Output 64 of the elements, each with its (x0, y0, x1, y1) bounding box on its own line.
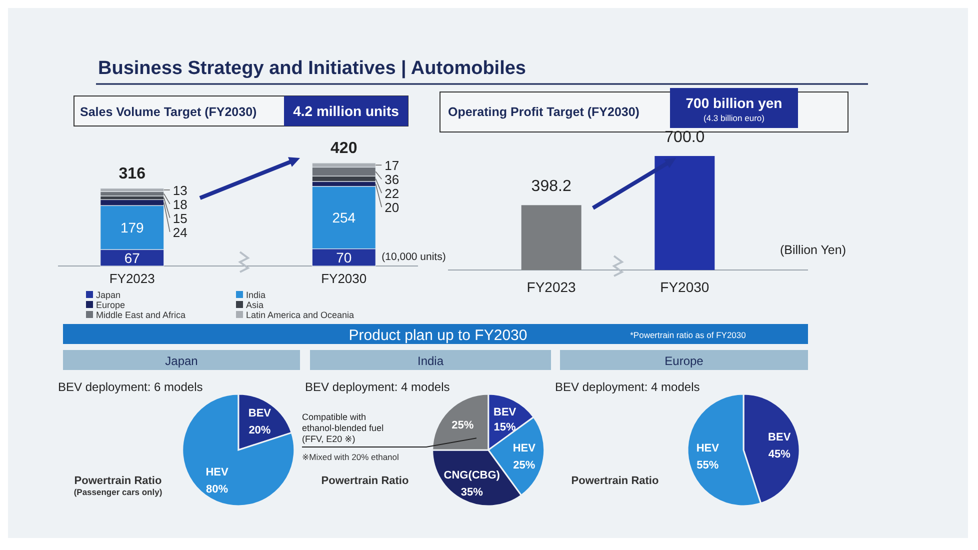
slice-label: HEV (206, 466, 230, 478)
pie-slice (182, 393, 296, 507)
data-label: 36 (384, 172, 400, 188)
slice-label: BEV (768, 431, 792, 444)
data-label: 67 (124, 250, 140, 266)
text: Powertrain Ratio (74, 475, 162, 487)
data-label: 15% (494, 422, 516, 434)
data-label: 25% (513, 460, 536, 472)
text: 700 billion yen (686, 95, 782, 111)
data-label: 17 (384, 158, 400, 174)
x-tick-label: FY2030 (660, 279, 710, 295)
slice-label: BEV (248, 408, 272, 420)
data-label: 398.2 (531, 178, 572, 196)
data-label: 55% (696, 460, 719, 472)
text: Product plan up to FY2030 (348, 327, 528, 344)
legend-label: Latin America and Oceania (246, 310, 354, 320)
data-label: 20% (248, 424, 271, 437)
data-label: 22 (384, 186, 400, 202)
annotation: (10,000 units) (382, 251, 446, 263)
legend-label: India (246, 290, 266, 300)
chart-subtitle: BEV deployment: 6 models (58, 380, 203, 394)
slice-label: HEV (512, 442, 536, 455)
data-label: 80% (206, 483, 228, 496)
data-label: 15 (172, 210, 188, 226)
total-label: 420 (330, 140, 358, 157)
data-label: 254 (332, 210, 356, 226)
slice-label: BEV (494, 406, 517, 419)
text: 4.2 million units (293, 103, 400, 119)
data-label: 18 (172, 196, 188, 212)
slice-label: HEV (696, 442, 720, 455)
chart-title: India (417, 354, 444, 368)
text: (4.3 billion euro) (704, 113, 765, 123)
chart-title: Operating Profit Target (FY2030) (448, 105, 640, 119)
chart-subtitle: BEV deployment: 4 models (555, 380, 700, 394)
chart-title: Business Strategy and Initiatives | Automobiles (98, 58, 526, 79)
annotation: (Billion Yen) (780, 243, 846, 257)
data-label: 70 (336, 249, 352, 266)
data-label: 45% (768, 448, 791, 460)
slice-label: CNG(CBG) (444, 469, 500, 482)
legend-label: Asia (246, 300, 264, 310)
chart-title: Europe (664, 354, 704, 368)
total-label: 316 (118, 165, 146, 182)
legend-label: Europe (96, 300, 126, 310)
text: ※Mixed with 20% ethanol (302, 452, 400, 462)
text: Powertrain Ratio (571, 475, 659, 487)
data-label: 20 (384, 200, 400, 216)
data-label: 700.0 (664, 129, 705, 146)
slice-label: Compatible with ethanol-blended fuel (FFV, E20 ※) (302, 412, 384, 444)
data-label: 35% (460, 486, 484, 498)
text: *Powertrain ratio as of FY2030 (630, 330, 746, 340)
x-tick-label: FY2023 (526, 279, 576, 295)
legend-label: Middle East and Africa (96, 310, 186, 320)
x-tick-label: FY2023 (109, 271, 155, 286)
text: (Passenger cars only) (74, 487, 162, 497)
data-label: 13 (172, 182, 188, 198)
chart-subtitle: Sales Volume Target (FY2030) (80, 105, 257, 119)
chart-subtitle: BEV deployment: 4 models (305, 380, 450, 394)
data-label: 179 (120, 220, 144, 236)
data-label: 24 (172, 224, 188, 240)
x-tick-label: FY2030 (321, 271, 367, 286)
data-label: 25% (452, 419, 474, 432)
text: Powertrain Ratio (321, 475, 409, 487)
legend-label: Japan (96, 290, 121, 300)
chart-title: Japan (165, 354, 198, 368)
